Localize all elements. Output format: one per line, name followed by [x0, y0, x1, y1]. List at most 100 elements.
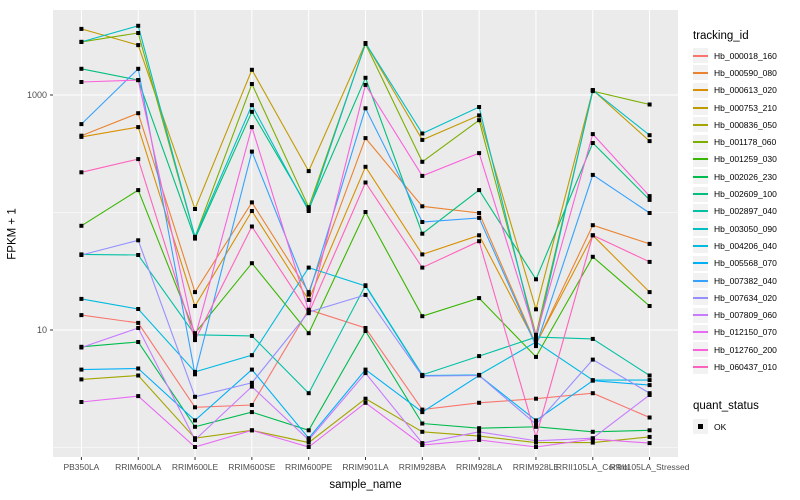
data-point	[136, 238, 141, 243]
data-point	[79, 367, 84, 372]
data-point	[590, 132, 595, 137]
data-point	[477, 118, 482, 123]
data-point	[647, 197, 652, 202]
data-point	[363, 164, 368, 169]
x-tick-label: RRIM600SE	[228, 462, 276, 472]
data-point	[363, 396, 368, 401]
legend-key-line-icon	[693, 227, 708, 230]
data-point	[136, 23, 141, 28]
legend-key-line-icon	[693, 296, 708, 299]
data-point	[136, 394, 141, 399]
data-point	[193, 418, 197, 423]
x-tick-label: RRIM928BA	[399, 462, 447, 472]
data-point	[363, 82, 368, 87]
data-point	[79, 296, 84, 301]
data-point	[363, 180, 368, 185]
data-point	[249, 333, 254, 338]
data-point	[590, 429, 595, 434]
data-point	[590, 440, 595, 445]
data-point	[590, 336, 595, 341]
data-point	[193, 369, 197, 374]
data-point	[363, 136, 368, 141]
data-point	[534, 333, 538, 338]
data-point	[306, 428, 311, 433]
data-point	[420, 429, 425, 434]
data-point	[363, 292, 368, 297]
data-point	[193, 290, 197, 295]
data-point	[477, 105, 482, 109]
legend-entry-label: Hb_060437_010	[714, 361, 777, 372]
data-point	[477, 354, 482, 359]
data-point	[136, 78, 141, 83]
legend-entry: Hb_000753_210	[693, 99, 777, 116]
data-point	[249, 125, 254, 130]
x-tick-label: PB350LA	[63, 462, 99, 472]
data-point	[249, 103, 254, 108]
legend-key	[693, 65, 708, 81]
data-point	[249, 410, 254, 415]
legend-key	[693, 290, 708, 306]
data-point	[249, 82, 254, 86]
data-point	[363, 367, 368, 372]
data-point	[363, 371, 368, 376]
legend-key	[693, 255, 708, 271]
y-tick-label: 10	[37, 325, 47, 335]
legend-key-line-icon	[693, 71, 708, 74]
data-point	[420, 159, 425, 164]
data-point	[420, 407, 425, 412]
data-point	[193, 445, 197, 449]
data-point	[534, 422, 538, 427]
data-point	[420, 443, 425, 447]
data-point	[477, 151, 482, 156]
data-point	[306, 265, 311, 270]
data-point	[79, 345, 84, 350]
legend-key	[693, 134, 708, 150]
y-axis-title-text: FPKM + 1	[7, 207, 20, 260]
data-point	[420, 265, 425, 270]
x-tick-label: RRIM600LA	[115, 462, 162, 472]
data-point	[79, 170, 84, 175]
legend-entry-label: Hb_002897_040	[714, 206, 777, 217]
legend-key	[693, 169, 708, 185]
data-point	[647, 434, 652, 439]
legend-key-line-icon	[693, 348, 708, 351]
data-point	[363, 75, 368, 80]
data-point	[420, 252, 425, 257]
data-point	[363, 329, 368, 333]
legend-entry: Hb_007382_040	[693, 272, 777, 289]
legend-key-line-icon	[693, 244, 708, 247]
data-point	[306, 290, 311, 295]
data-point	[647, 241, 652, 246]
data-point	[477, 215, 482, 220]
data-point	[647, 415, 652, 420]
x-axis-title: sample_name	[329, 479, 402, 491]
data-point	[249, 353, 254, 358]
legend-key	[693, 359, 708, 375]
legend-key-line-icon	[693, 365, 708, 368]
data-point	[420, 314, 425, 319]
legend-key	[693, 221, 708, 237]
data-point	[647, 194, 652, 199]
data-point	[477, 296, 482, 301]
data-point	[79, 400, 84, 404]
data-point	[590, 378, 595, 383]
data-point	[647, 211, 652, 215]
legend-key	[693, 48, 708, 64]
data-point	[647, 102, 652, 107]
data-point	[647, 393, 652, 397]
legend-key	[693, 151, 708, 167]
data-point	[590, 437, 595, 442]
data-point	[590, 254, 595, 259]
data-point	[136, 111, 141, 116]
legend-entry: Hb_004206_040	[693, 237, 777, 254]
legend-entry-label: Hb_001259_030	[714, 154, 777, 165]
legend-title-quant-status: quant_status	[693, 400, 759, 412]
data-point	[420, 204, 425, 209]
legend-entry-quant-ok: OK	[693, 418, 726, 435]
legend-title-tracking-id: tracking_id	[693, 30, 749, 42]
legend-entry: Hb_000018_160	[693, 47, 777, 64]
data-point	[79, 66, 84, 71]
data-point	[477, 239, 482, 244]
